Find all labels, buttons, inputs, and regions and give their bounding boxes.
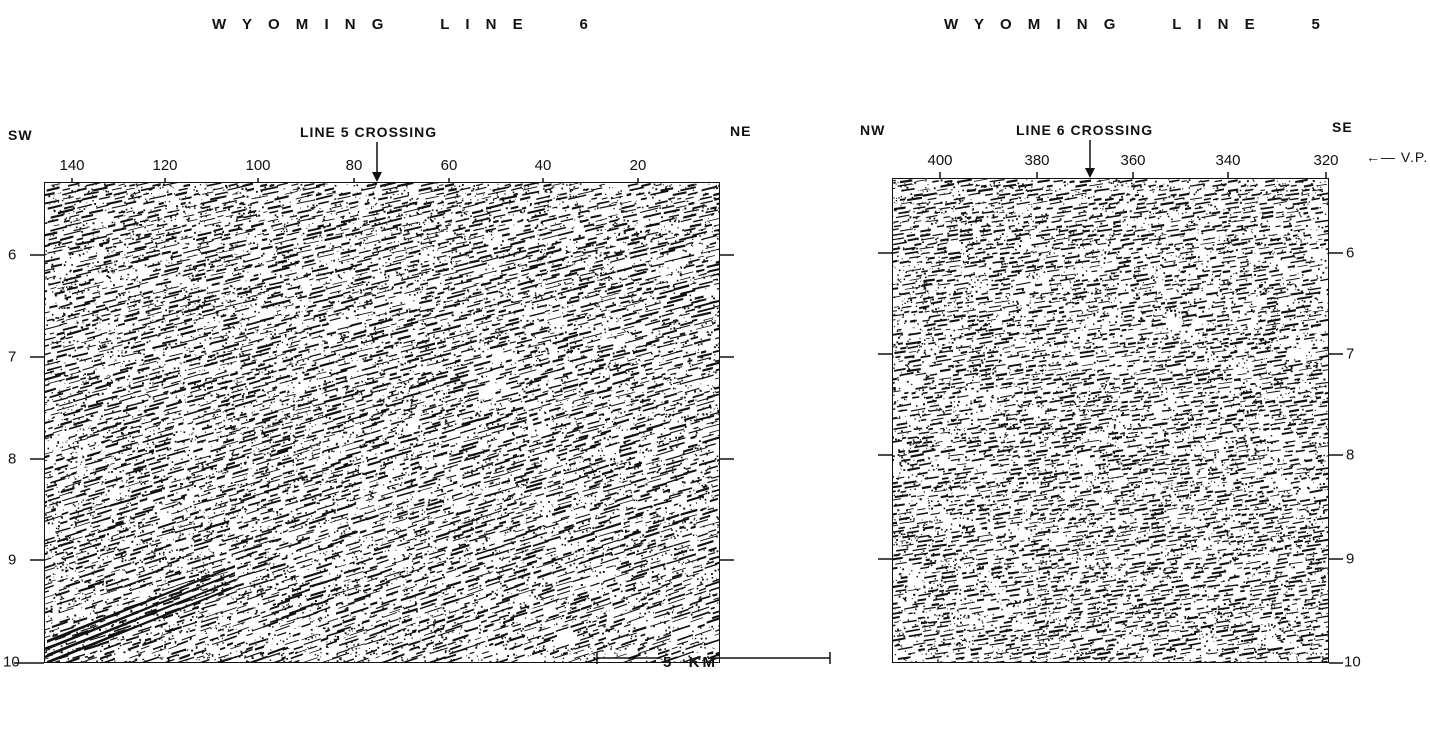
seismic-reflections — [45, 183, 719, 662]
line6-vp-tick: 80 — [345, 157, 363, 174]
line6-depth-tick: 7 — [8, 348, 17, 366]
line5-depth-tick: 10 — [1344, 653, 1361, 671]
line5-depth-tick: 9 — [1346, 550, 1355, 568]
line6-vp-tick: 140 — [59, 157, 85, 174]
line5-crossing-label: LINE 6 CROSSING — [1016, 122, 1154, 138]
vp-label: ←— V.P. — [1366, 149, 1428, 165]
seismic-trace-pattern — [45, 183, 719, 662]
line6-vp-tick: 20 — [629, 157, 647, 174]
down-arrow-icon — [1085, 168, 1095, 178]
line6-vp-tick: 60 — [440, 157, 458, 174]
line6-seismic-section — [44, 182, 720, 663]
line6-depth-tick: 9 — [8, 551, 17, 569]
line6-ne-label: NE — [730, 123, 752, 139]
line6-vp-tick: 120 — [152, 157, 178, 174]
seismic-noise — [893, 179, 1328, 662]
line5-nw-label: NW — [860, 122, 886, 138]
line6-vp-tick: 40 — [534, 157, 552, 174]
down-arrow-icon — [372, 172, 382, 182]
line5-depth-tick: 8 — [1346, 446, 1355, 464]
scale-bar-label: 5 KM — [663, 654, 719, 671]
left-arrow-icon: ←— — [1366, 149, 1396, 165]
line5-depth-tick: 7 — [1346, 345, 1355, 363]
line5-title: W Y O M I N G L I N E 5 — [944, 16, 1326, 33]
line5-vp-tick: 320 — [1313, 152, 1339, 169]
line5-depth-tick: 6 — [1346, 244, 1355, 262]
line5-seismic-section — [892, 178, 1329, 663]
line6-depth-tick: 10 — [3, 653, 20, 671]
seismic-reflections — [893, 179, 1328, 662]
line6-vp-tick: 100 — [245, 157, 271, 174]
line5-vp-tick: 380 — [1024, 152, 1050, 169]
dipping-reflector — [47, 565, 235, 662]
vp-label-text: V.P. — [1400, 149, 1429, 165]
line5-vp-tick: 360 — [1120, 152, 1146, 169]
line6-depth-tick: 8 — [8, 450, 17, 468]
line5-se-label: SE — [1332, 119, 1353, 135]
seismic-trace-pattern — [893, 179, 1328, 662]
line6-sw-label: SW — [8, 127, 33, 143]
line6-depth-tick: 6 — [8, 246, 17, 264]
line5-vp-tick: 340 — [1215, 152, 1241, 169]
line5-vp-tick: 400 — [927, 152, 953, 169]
line6-crossing-label: LINE 5 CROSSING — [300, 124, 438, 140]
line6-title: W Y O M I N G L I N E 6 — [212, 16, 594, 33]
